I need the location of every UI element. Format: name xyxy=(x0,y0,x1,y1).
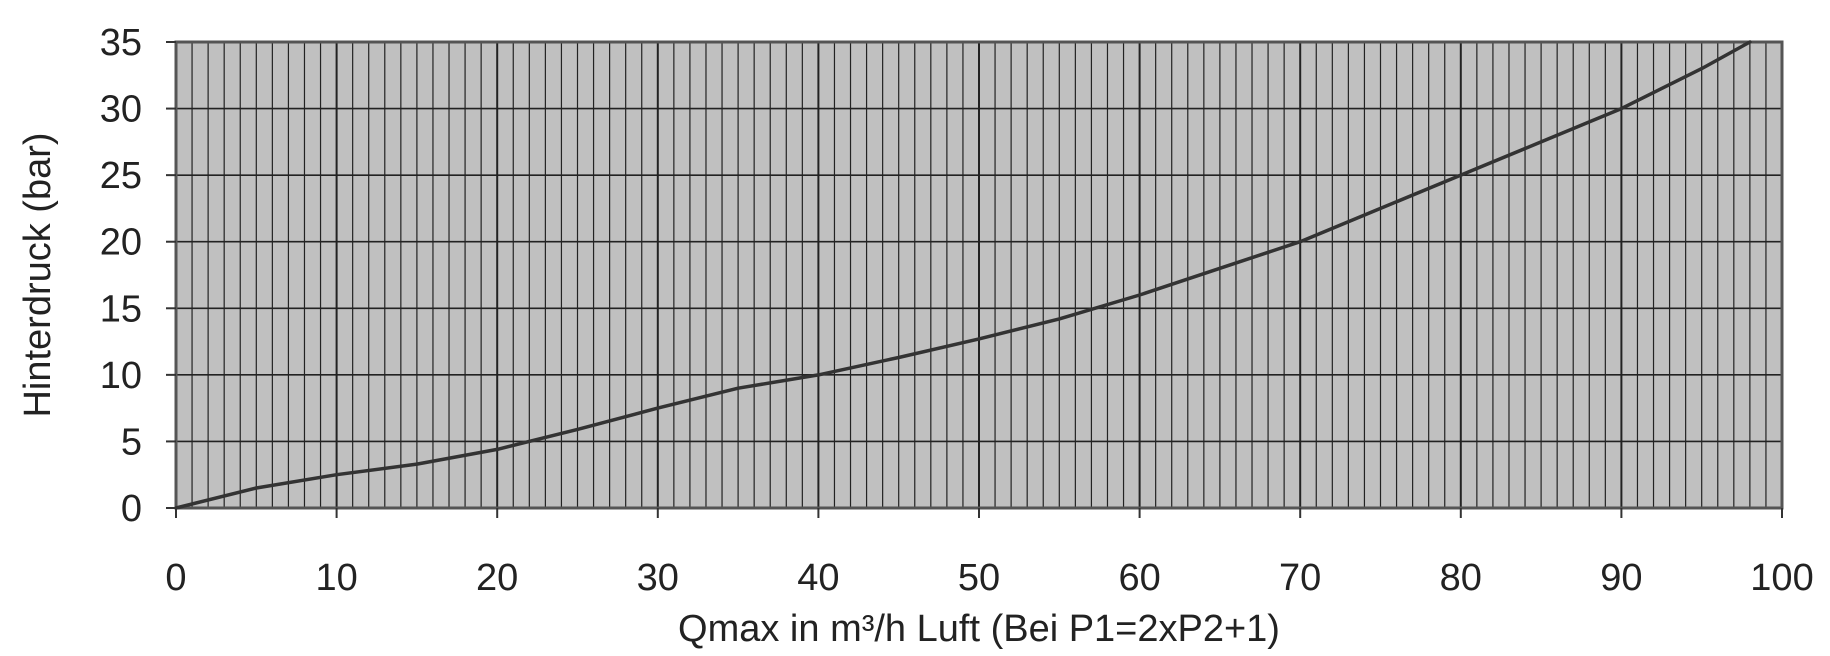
minor-gridlines xyxy=(191,42,1767,508)
x-axis-title: Qmax in m³/h Luft (Bei P1=2xP2+1) xyxy=(678,608,1280,650)
y-tick-labels: 0 5 10 15 20 25 30 35 xyxy=(100,22,176,530)
x-tick-label: 40 xyxy=(797,557,839,599)
y-tick-label: 30 xyxy=(100,89,142,131)
x-tick-labels: 0 10 20 30 40 50 60 70 80 90 100 xyxy=(165,508,1814,599)
x-tick-label: 80 xyxy=(1440,557,1482,599)
x-tick-label: 0 xyxy=(165,557,186,599)
y-axis-title: Hinterdruck (bar) xyxy=(17,132,59,417)
x-tick-label: 100 xyxy=(1750,557,1813,599)
x-tick-label: 90 xyxy=(1600,557,1642,599)
x-tick-label: 10 xyxy=(315,557,357,599)
y-tick-label: 5 xyxy=(121,421,142,463)
y-tick-label: 0 xyxy=(121,488,142,530)
y-tick-label: 25 xyxy=(100,155,142,197)
series-line-0 xyxy=(174,40,1752,510)
y-tick-label: 20 xyxy=(100,222,142,264)
y-tick-label: 10 xyxy=(100,355,142,397)
x-tick-label: 30 xyxy=(637,557,679,599)
x-tick-label: 50 xyxy=(958,557,1000,599)
y-tick-label: 15 xyxy=(100,288,142,330)
x-tick-label: 70 xyxy=(1279,557,1321,599)
y-tick-label: 35 xyxy=(100,22,142,64)
x-tick-label: 20 xyxy=(476,557,518,599)
x-tick-label: 60 xyxy=(1118,557,1160,599)
series-layer xyxy=(174,40,1752,510)
